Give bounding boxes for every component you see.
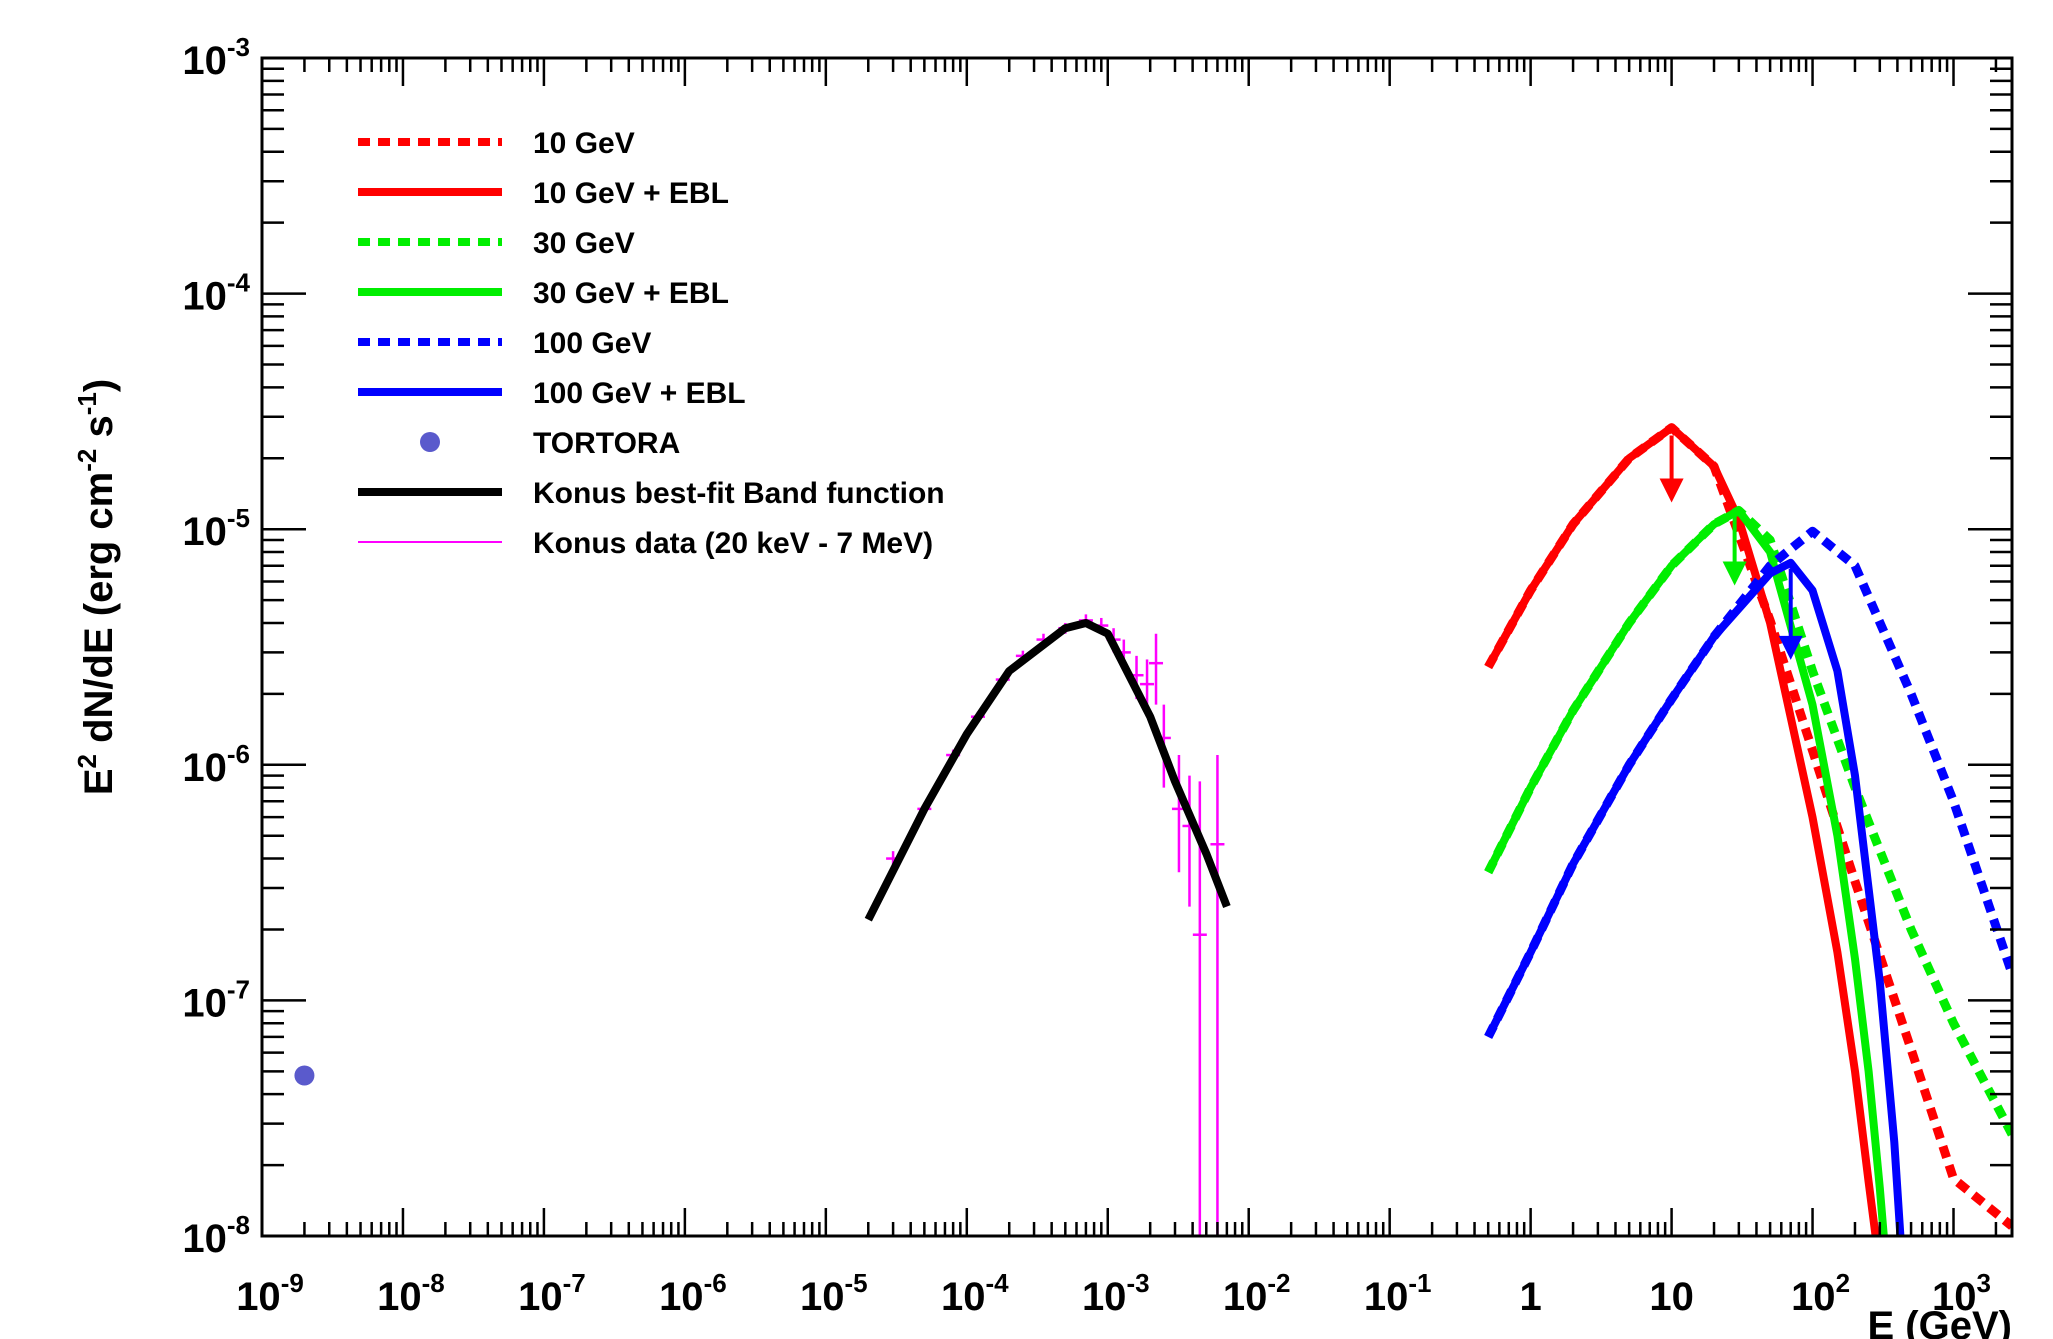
axes — [260, 56, 2014, 1238]
y-tick-label: 10-8 — [182, 1210, 250, 1261]
y-tick-label: 10-4 — [182, 268, 250, 319]
legend-label-tortora: TORTORA — [533, 427, 680, 460]
legend-label-10-gev-ebl: 10 GeV + EBL — [533, 177, 729, 210]
series-line-30-gev-ebl — [1484, 506, 1888, 1236]
series-line-konus-best-fit-band-function — [864, 619, 1231, 922]
x-tick-label: 10-9 — [236, 1268, 304, 1319]
legend-label-30-gev-ebl: 30 GeV + EBL — [533, 277, 729, 310]
x-tick-label: 10-5 — [800, 1268, 868, 1319]
plot-area — [294, 423, 2012, 1236]
legend-label-100-gev-ebl: 100 GeV + EBL — [533, 377, 746, 410]
x-tick-label: 103 — [1932, 1268, 1991, 1319]
y-tick-label: 10-7 — [182, 974, 250, 1025]
x-tick-label: 1 — [1520, 1275, 1542, 1319]
plot-frame — [260, 56, 2014, 1238]
y-tick-label: 10-5 — [182, 503, 250, 554]
x-tick-label: 10-2 — [1223, 1268, 1291, 1319]
legend-label-10-gev: 10 GeV — [533, 127, 635, 160]
legend-label-konus-best-fit-band-function: Konus best-fit Band function — [533, 477, 945, 510]
series-line-30-gev — [1484, 506, 2012, 1137]
x-tick-label: 10-7 — [518, 1268, 586, 1319]
x-tick-label: 102 — [1791, 1268, 1850, 1319]
x-tick-label: 10-8 — [377, 1268, 445, 1319]
x-tick-label: 10-6 — [659, 1268, 727, 1319]
y-tick-label: 10-3 — [182, 32, 250, 83]
legend: 10 GeV 10 GeV + EBL 30 GeV 30 GeV + EBL 100 … — [358, 127, 945, 560]
peak-arrow-head — [1659, 478, 1684, 503]
series-line-100-gev — [1484, 526, 2012, 1039]
legend-label-konus-data-20-kev-7-mev: Konus data (20 keV - 7 MeV) — [533, 527, 933, 560]
legend-label-100-gev: 100 GeV — [533, 327, 651, 360]
legend-label-30-gev: 30 GeV — [533, 227, 635, 260]
legend-swatch-tortora — [420, 432, 440, 452]
series-line-100-gev-ebl — [1484, 558, 1905, 1236]
series-line-10-gev-ebl — [1484, 423, 1880, 1236]
x-axis-title: E (GeV) — [1868, 1304, 2012, 1339]
x-tick-label: 10-1 — [1364, 1268, 1432, 1319]
x-tick-label: 10-4 — [941, 1268, 1009, 1319]
tick-labels: 10-9 10-8 10-7 10-6 10-5 10-4 10-3 10-2 10-1 1 10 1… — [72, 32, 2012, 1339]
peak-arrow-head — [1722, 561, 1747, 586]
y-axis-title: E2 dN/dE (erg cm-2 s-1) — [72, 379, 121, 795]
y-tick-label: 10-6 — [182, 739, 250, 790]
peak-arrow-head — [1778, 635, 1803, 660]
x-tick-label: 10-3 — [1082, 1268, 1150, 1319]
x-tick-label: 10 — [1649, 1275, 1694, 1319]
tortora-point — [294, 1065, 315, 1086]
